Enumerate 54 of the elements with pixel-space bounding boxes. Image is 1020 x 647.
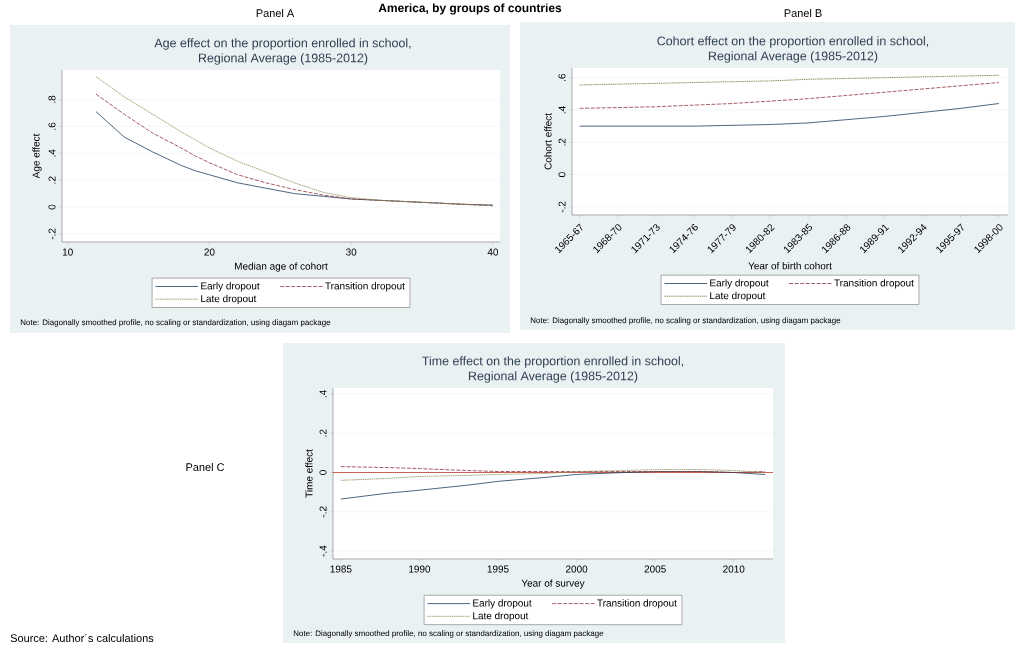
y-axis-title: Age effect [32,133,42,179]
legend-label: Early dropout [473,599,532,609]
legend-label: Transition dropout [325,282,405,292]
x-axis-title: Year of birth cohort [748,262,832,270]
y-tick-label: .4 [558,106,566,114]
legend-label: Early dropout [201,282,260,292]
x-axis-title: Year of survey [521,579,585,589]
legend-label: Transition dropout [597,599,677,609]
source-note: Source: Author´s calculations [10,633,154,643]
y-tick-label: .6 [558,73,566,81]
x-tick-label: 1990 [409,565,431,573]
y-tick-label: .2 [558,138,566,146]
y-tick-label: .2 [48,176,56,184]
y-tick-label: -.2 [558,201,566,213]
x-tick-label: 2000 [566,565,588,573]
y-tick-label: .8 [48,95,56,103]
y-tick-label: .4 [319,390,327,398]
chart-title: Time effect on the proportion enrolled in school, [422,356,684,368]
text: Panel B [784,8,822,18]
y-tick-label: .2 [319,429,327,437]
x-tick-label: 40 [487,248,499,256]
y-axis-title: Cohort effect [544,113,552,170]
x-tick-label: 1995 [487,565,509,573]
chart-title: Age effect on the proportion enrolled in school, [154,38,411,50]
chart-subtitle: Regional Average (1985-2012) [468,371,638,383]
line-series [340,471,766,500]
text: Panel A [256,8,295,18]
legend-label: Early dropout [710,279,769,289]
x-tick-label: 30 [346,248,357,256]
chart-title: Cohort effect on the proportion enrolled in school, [657,36,929,48]
legend-label: Transition dropout [834,279,914,289]
y-tick-label: 0 [558,172,566,177]
legend-label: Late dropout [473,611,529,622]
legend-label: Late dropout [710,291,766,302]
x-tick-label: 20 [204,248,215,256]
y-tick-label: 0 [319,470,327,475]
line-series [340,469,766,481]
text: America, by groups of countries [378,3,562,15]
text: Panel C [186,462,225,472]
y-tick-label: -.2 [48,228,56,240]
y-tick-label: -.2 [319,506,327,518]
y-tick-label: .6 [48,122,56,130]
x-tick-label: 2010 [723,565,745,573]
x-tick-label: 1985 [330,565,352,573]
y-axis-title: Time effect [305,449,313,498]
x-axis-title: Median age of cohort [235,262,328,272]
y-tick-label: 0 [48,204,56,210]
y-tick-label: -.4 [319,545,327,557]
x-tick-label: 2005 [644,565,666,573]
chart-subtitle: Regional Average (1985-2012) [708,51,878,63]
chart-subtitle: Regional Average (1985-2012) [198,53,368,65]
x-tick-label: 10 [62,248,73,256]
legend-label: Late dropout [201,294,257,305]
y-tick-label: .4 [48,149,56,157]
